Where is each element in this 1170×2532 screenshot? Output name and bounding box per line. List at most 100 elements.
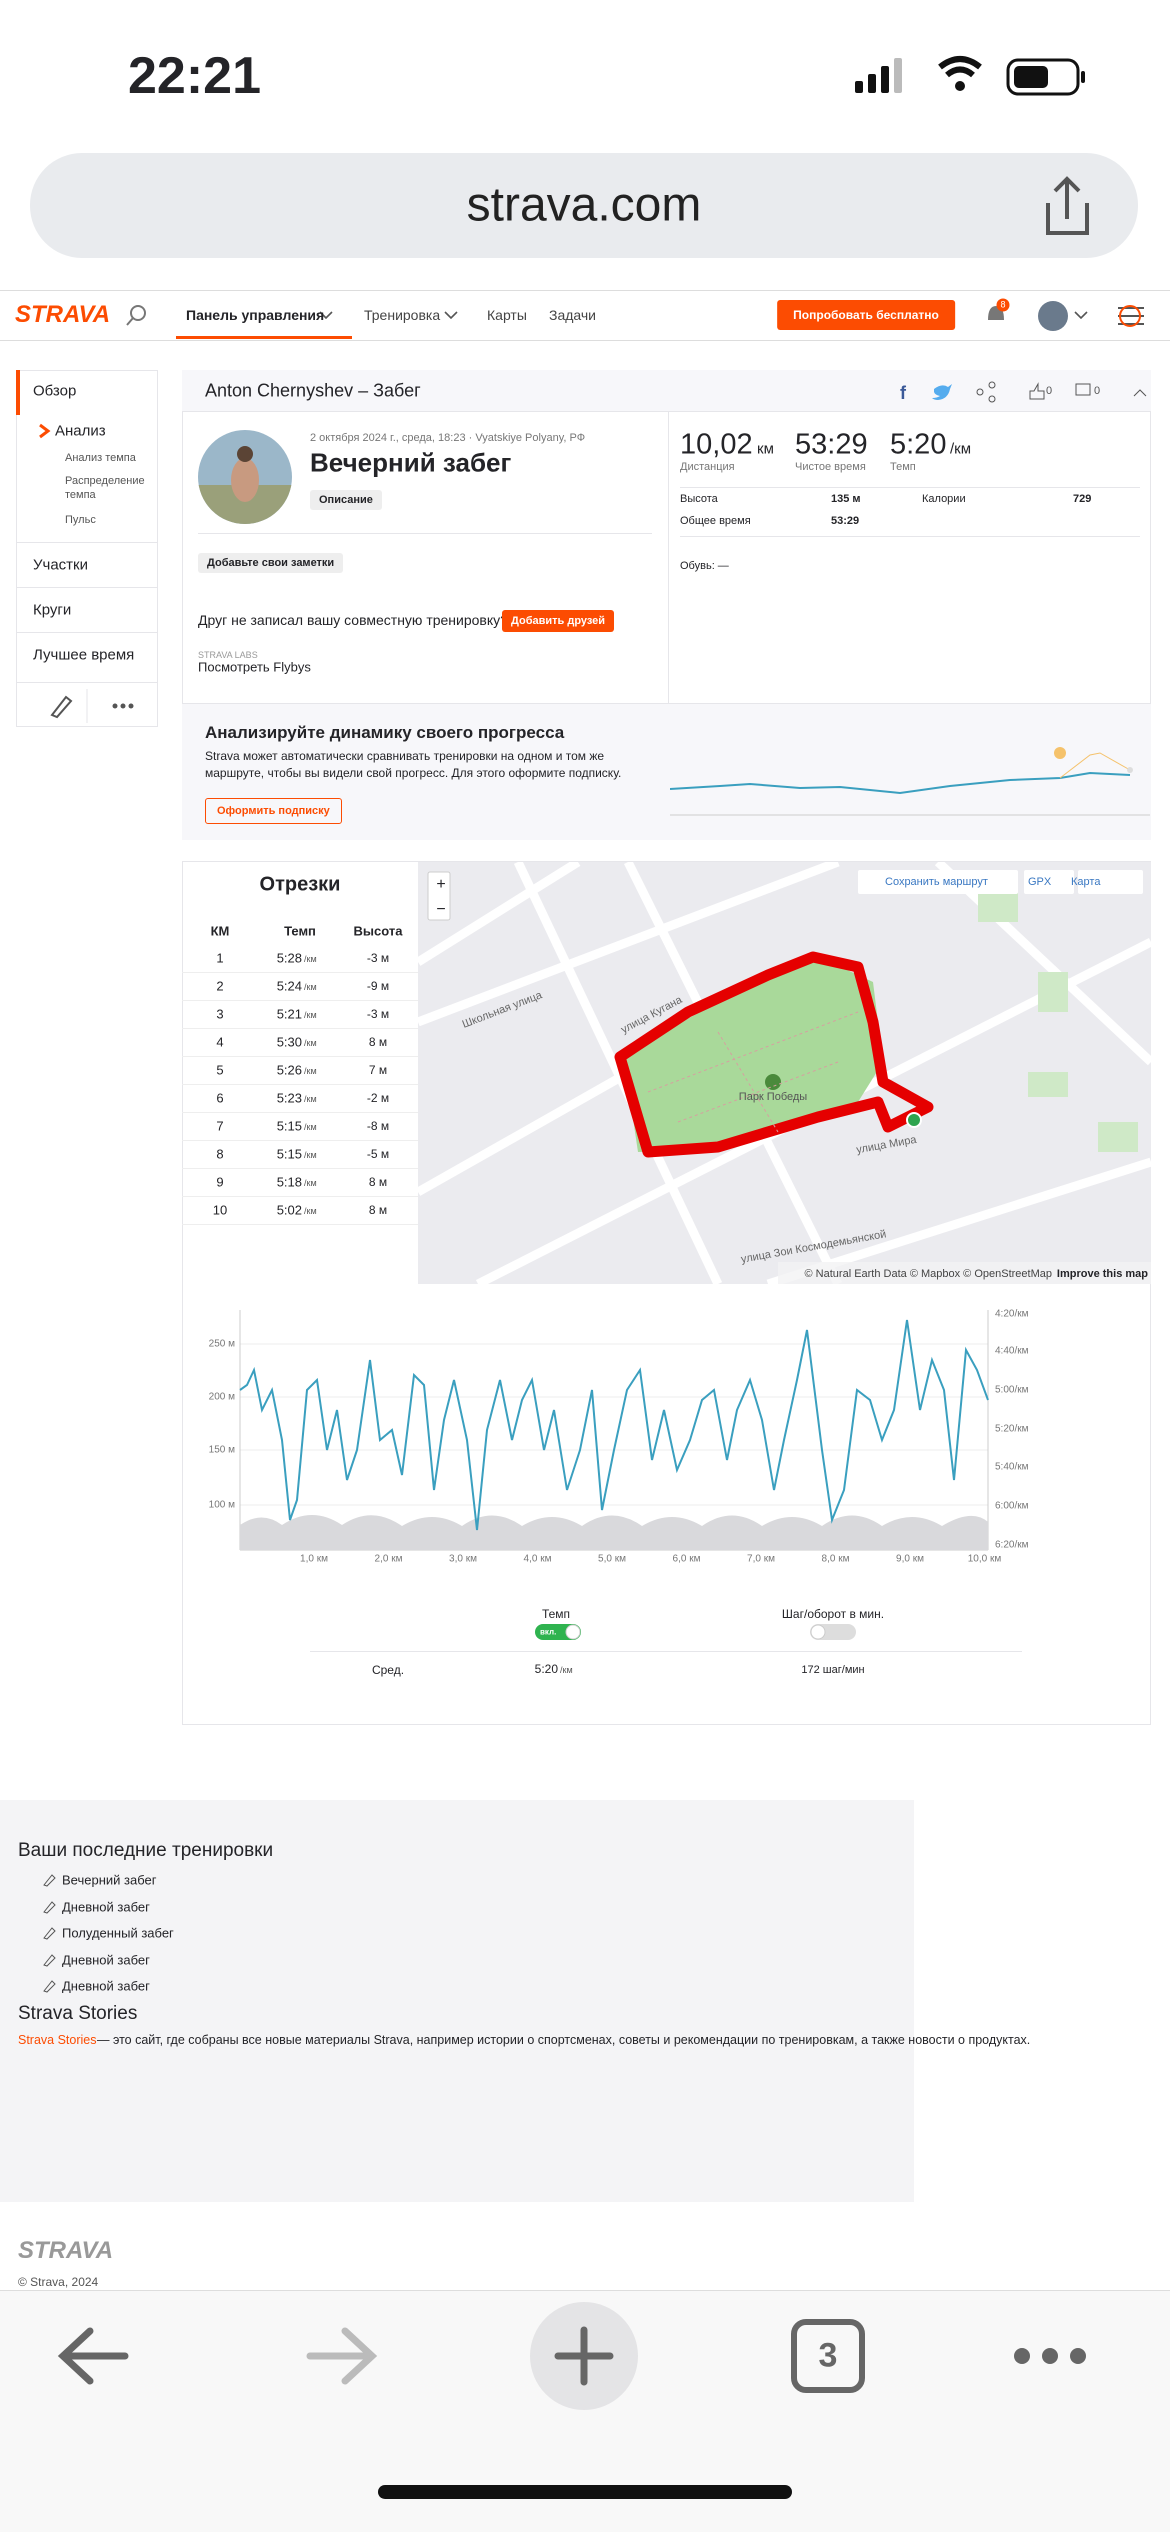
social-icons[interactable]: f (890, 375, 1150, 409)
home-indicator (378, 2485, 792, 2499)
map-attribution: © Natural Earth Data © Mapbox © OpenStre… (804, 1268, 1052, 1280)
divider (680, 536, 1140, 537)
split-elevation: -3 м (366, 951, 390, 965)
sidebar (16, 370, 158, 727)
avg-label: Сред. (371, 1663, 405, 1677)
x-tick-label: 10,0 км (967, 1553, 1002, 1565)
footer-panel (0, 1800, 914, 2202)
sidebar-sep (16, 682, 158, 683)
zoom-out[interactable]: − (436, 901, 446, 918)
detail-value: 135 м (831, 493, 861, 505)
split-pace: 5:02 (276, 1202, 302, 1218)
sidebar-item[interactable]: Круги (33, 601, 72, 619)
gpx[interactable]: GPX (1028, 876, 1052, 888)
split-elevation: 8 м (368, 1175, 388, 1189)
split-unit: /км (304, 1038, 317, 1048)
nav-item[interactable]: Тренировка (364, 307, 441, 323)
sidebar-tools[interactable] (16, 685, 158, 725)
split-pace: 5:21 (276, 1006, 302, 1022)
split-elevation: -2 м (366, 1091, 390, 1105)
copyright: © Strava, 2024 (18, 2275, 99, 2289)
split-unit: /км (304, 1094, 317, 1104)
split-unit: /км (304, 1010, 317, 1020)
split-elevation: 8 м (368, 1203, 388, 1217)
tab-count[interactable]: 3 (818, 2336, 838, 2375)
save-route[interactable]: Сохранить маршрут (885, 876, 988, 888)
detail-label: Высота (680, 493, 718, 505)
split-km: 2 (216, 978, 224, 994)
x-tick-label: 3,0 км (449, 1553, 477, 1565)
sidebar-item[interactable]: Анализ (55, 422, 106, 440)
recent-item[interactable]: Дневной забег (62, 1952, 150, 1967)
sidebar-subitem[interactable]: Анализ темпа (65, 452, 136, 464)
notes-button[interactable]: Добавьте свои заметки (198, 553, 344, 573)
split-elevation: -5 м (366, 1147, 390, 1161)
toggles[interactable] (530, 1620, 870, 1644)
flybys-link[interactable]: Посмотреть Flybys (198, 659, 311, 675)
map-type[interactable]: Карта (1071, 876, 1101, 888)
stories-link[interactable]: Strava Stories (18, 2033, 97, 2047)
nav-icons (126, 301, 1144, 331)
row-divider (182, 1140, 418, 1141)
row-divider (182, 1084, 418, 1085)
split-km: 3 (216, 1006, 224, 1022)
detail-label: Калории (922, 493, 966, 505)
nav-item[interactable]: Панель управления (186, 307, 325, 323)
x-tick-label: 4,0 км (523, 1553, 552, 1565)
split-pace: 5:15 (276, 1146, 302, 1162)
progress-title: Анализируйте динамику своего прогресса (205, 723, 565, 742)
sidebar-item[interactable]: Участки (33, 556, 88, 574)
divider (668, 412, 669, 703)
y2-tick-label: 6:00/км (995, 1500, 1029, 1512)
toggle-label: Шаг/оборот в мин. (781, 1607, 885, 1621)
map[interactable] (418, 862, 1151, 1284)
sidebar-item[interactable]: Лучшее время (33, 646, 135, 664)
progress-mini-chart (670, 747, 1150, 816)
split-pace: 5:23 (276, 1090, 302, 1106)
split-km: 10 (212, 1202, 228, 1218)
stat-value: 5:20 (890, 428, 947, 461)
row-divider (182, 1000, 418, 1001)
stat-label: Темп (890, 461, 916, 473)
sidebar-item[interactable]: Обзор (33, 382, 77, 400)
recent-item[interactable]: Вечерний забег (62, 1872, 157, 1888)
nav-item[interactable]: Карты (487, 307, 527, 323)
subscribe-button[interactable]: Оформить подписку (205, 798, 342, 824)
sidebar-subitem[interactable]: Распределение темпа (65, 475, 145, 501)
toggle-state: вкл. (540, 1627, 557, 1637)
sidebar-subitem[interactable]: Пульс (65, 514, 96, 526)
avg-pace: 5:20 (534, 1662, 558, 1676)
nav-item[interactable]: Задачи (549, 307, 597, 323)
x-tick-label: 5,0 км (598, 1553, 626, 1565)
share-icon[interactable] (1040, 175, 1095, 240)
recent-icon (43, 1874, 56, 1887)
url-bar[interactable] (30, 153, 1138, 258)
splits-header: Высота (353, 923, 403, 939)
logo[interactable]: STRAVA (15, 301, 111, 328)
divider (198, 533, 652, 534)
split-elevation: -8 м (366, 1119, 390, 1133)
row-divider (182, 1168, 418, 1169)
y-tick-label: 200 м (208, 1391, 235, 1403)
split-pace: 5:30 (276, 1034, 302, 1050)
cta-button[interactable]: Попробовать бесплатно (777, 300, 955, 330)
url[interactable]: strava.com (466, 178, 702, 232)
activity-date: 2 октября 2024 г., среда, 18:23 · Vyatsk… (310, 432, 586, 444)
recent-item[interactable]: Дневной забег (62, 1899, 150, 1914)
add-friends-button[interactable]: Добавить друзей (502, 610, 615, 632)
recent-item[interactable]: Полуденный забег (62, 1925, 174, 1941)
row-divider (182, 1196, 418, 1197)
toolbar-icons[interactable] (0, 2295, 1170, 2425)
comment-count: 0 (1094, 385, 1101, 397)
splits-header: КМ (210, 923, 230, 939)
y2-tick-label: 5:20/км (995, 1423, 1029, 1435)
badge: 8 (996, 298, 1010, 312)
splits-title: Отрезки (259, 873, 341, 896)
recent-item[interactable]: Дневной забег (62, 1978, 150, 1994)
split-unit: /км (304, 1178, 317, 1188)
zoom-in[interactable]: + (436, 876, 446, 893)
description-button[interactable]: Описание (310, 490, 382, 510)
shoes: Обувь: — (680, 560, 729, 572)
footer-logo: STRAVA (18, 2237, 114, 2264)
progress-text: маршруте, чтобы вы видели свой прогресс.… (205, 766, 622, 780)
